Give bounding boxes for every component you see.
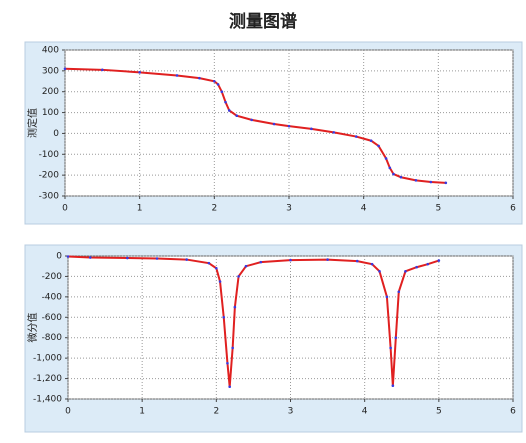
data-point — [66, 255, 70, 258]
y-tick-label: 300 — [42, 66, 59, 76]
data-point — [155, 257, 159, 260]
y-tick-label: -100 — [39, 150, 60, 160]
data-point — [399, 175, 403, 179]
data-point — [213, 79, 216, 83]
data-point — [391, 384, 395, 388]
data-point — [326, 258, 329, 261]
data-point — [216, 83, 220, 86]
y-tick-label: 200 — [42, 87, 59, 97]
x-tick-label: 0 — [62, 204, 68, 214]
y-tick-label: -400 — [42, 292, 63, 302]
data-point — [354, 135, 358, 138]
data-point — [215, 266, 218, 270]
data-point — [88, 256, 92, 259]
data-point — [415, 265, 418, 269]
data-point — [370, 262, 374, 266]
y-tick-label: 100 — [42, 108, 59, 118]
data-point — [426, 262, 430, 266]
data-point — [226, 361, 229, 365]
data-point — [126, 256, 129, 260]
data-point — [369, 139, 373, 143]
data-point — [207, 261, 211, 265]
data-point — [429, 180, 433, 184]
data-point — [378, 270, 381, 273]
data-point — [233, 305, 237, 309]
data-point — [385, 295, 389, 299]
x-tick-label: 4 — [362, 407, 368, 417]
data-point — [388, 166, 392, 170]
data-point — [185, 258, 188, 261]
data-point — [392, 172, 395, 176]
data-point — [377, 144, 380, 148]
data-point — [237, 275, 240, 278]
data-point — [101, 68, 104, 72]
y-tick-label: -200 — [42, 272, 63, 282]
page-title: 测量图谱 — [229, 11, 297, 32]
data-point — [244, 264, 248, 268]
data-point — [355, 259, 359, 263]
y-tick-label: -1,200 — [33, 374, 62, 384]
data-point — [310, 127, 313, 131]
y-tick-label: 0 — [53, 129, 59, 139]
data-point — [259, 260, 263, 264]
data-point — [63, 67, 67, 71]
data-point — [250, 118, 253, 122]
data-line — [67, 255, 440, 387]
x-tick-label: 4 — [361, 204, 367, 214]
x-tick-label: 5 — [435, 204, 441, 214]
data-point — [222, 315, 226, 319]
data-point — [414, 179, 418, 182]
data-point — [397, 290, 401, 294]
data-point — [235, 114, 239, 117]
data-point — [332, 131, 336, 134]
data-point — [444, 181, 448, 185]
data-point — [384, 157, 388, 160]
y-tick-label: 0 — [56, 252, 62, 262]
x-tick-label: 3 — [288, 407, 294, 417]
x-tick-label: 6 — [510, 204, 516, 214]
y-tick-label: -300 — [39, 192, 60, 202]
x-tick-label: 3 — [286, 204, 292, 214]
data-point — [227, 109, 231, 112]
data-point — [287, 124, 291, 128]
x-tick-label: 0 — [65, 407, 71, 417]
data-point — [224, 100, 227, 104]
y-axis-label: 微分值 — [26, 313, 39, 343]
data-point — [231, 346, 234, 350]
y-tick-label: -600 — [42, 313, 63, 323]
data-point — [220, 90, 224, 94]
y-tick-label: -1,400 — [33, 395, 62, 405]
data-point — [228, 385, 231, 389]
x-tick-label: 6 — [510, 407, 516, 417]
data-point — [218, 280, 222, 283]
data-point — [272, 122, 276, 126]
y-tick-label: -1,000 — [33, 354, 62, 364]
y-axis-label: 测定值 — [26, 108, 39, 138]
x-tick-label: 2 — [213, 407, 219, 417]
x-tick-label: 5 — [436, 407, 442, 417]
data-point — [175, 74, 179, 77]
x-tick-label: 1 — [137, 204, 143, 214]
y-tick-label: 400 — [42, 46, 59, 56]
data-point — [138, 71, 141, 74]
y-tick-label: -800 — [42, 333, 63, 343]
data-point — [394, 336, 398, 340]
data-point — [389, 346, 392, 350]
x-tick-label: 2 — [211, 204, 217, 214]
data-point — [198, 76, 201, 80]
data-point — [289, 258, 292, 262]
data-point — [404, 270, 407, 273]
data-point — [437, 259, 441, 262]
y-tick-label: -200 — [39, 171, 60, 181]
x-tick-label: 1 — [139, 407, 145, 417]
